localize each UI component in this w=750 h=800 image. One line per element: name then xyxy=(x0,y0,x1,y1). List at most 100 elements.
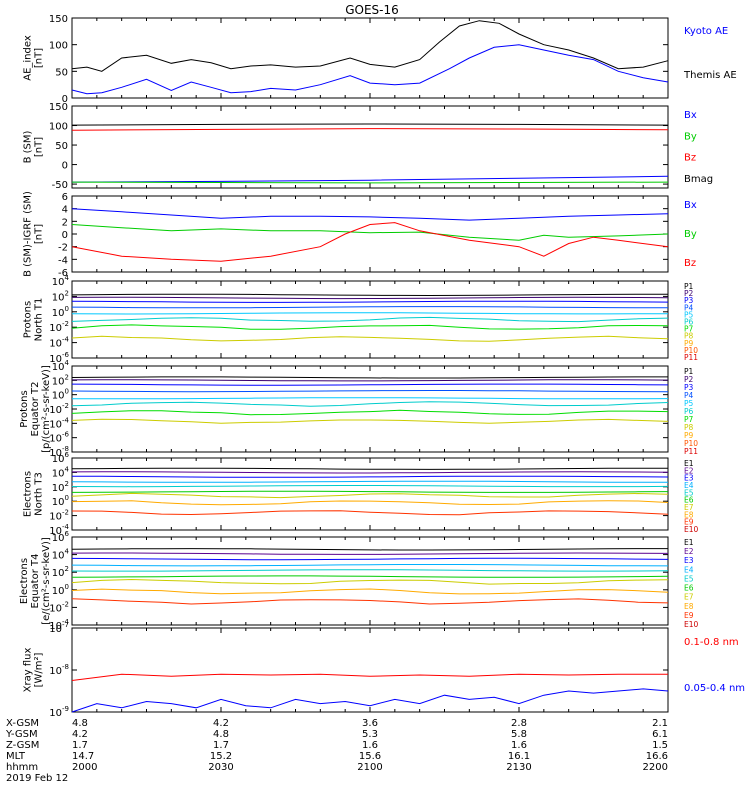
panel-2: -50 0 50 100 150 B (SM) [nT] Bx By Bz Bmag xyxy=(23,102,714,191)
flux-line-e9 xyxy=(71,598,669,605)
series-line-by xyxy=(71,181,669,184)
legend-e7: E7 xyxy=(684,503,694,512)
legend-e7: E7 xyxy=(684,593,694,602)
legend-p6: P6 xyxy=(684,407,694,416)
legend-p3: P3 xyxy=(684,296,694,305)
flux-line-e9 xyxy=(71,510,669,516)
legend-e10: E10 xyxy=(684,525,699,534)
x-tick-label: 15.2 xyxy=(210,751,232,762)
flux-line-p5 xyxy=(71,397,669,400)
flux-line-p7 xyxy=(71,324,669,330)
legend-p9: P9 xyxy=(684,339,694,348)
y-tick-label: 104 xyxy=(52,548,70,562)
legend-e5: E5 xyxy=(684,574,694,583)
legend-p4: P4 xyxy=(684,391,694,400)
date-label: 2019 Feb 12 xyxy=(6,773,68,784)
x-tick-label: 2200 xyxy=(643,762,668,773)
series-line-kyoto-ae xyxy=(71,44,669,95)
legend-p8: P8 xyxy=(684,332,694,341)
x-tick-label: 4.2 xyxy=(72,729,88,740)
y-tick-label: 10-9 xyxy=(49,705,69,719)
flux-line-p8 xyxy=(71,418,669,424)
x-tick-label: 1.6 xyxy=(511,740,527,751)
legend-p7: P7 xyxy=(684,325,694,334)
legend-p8: P8 xyxy=(684,423,694,432)
panel-frame xyxy=(71,105,669,189)
flux-line-e1 xyxy=(71,467,668,470)
y-tick-label: 10-6 xyxy=(49,431,69,445)
flux-line-p3 xyxy=(71,383,669,386)
panel-3: -6 -4-2 0 24 6 B (SM)-IGRF (SM) [nT] Bx By Bz xyxy=(23,191,697,279)
y-tick-label: -4 xyxy=(58,255,68,266)
flux-line-e1 xyxy=(71,548,668,551)
legend-e2: E2 xyxy=(684,466,694,475)
y-axis-label: Protons xyxy=(19,390,30,427)
panel-frame xyxy=(71,195,669,273)
legend-e3: E3 xyxy=(684,474,694,483)
legend-bx: Bx xyxy=(684,200,697,211)
plot-title: GOES-16 xyxy=(345,3,399,17)
x-tick-label: 3.6 xyxy=(362,718,378,729)
y-tick-label: 10-2 xyxy=(49,600,69,614)
y-tick-label: 100 xyxy=(49,41,68,52)
flux-line-e2 xyxy=(71,552,669,555)
y-tick-label: 10-7 xyxy=(49,621,69,635)
legend-e2: E2 xyxy=(684,547,694,556)
legend-0-1-0-8-nm: 0.1-0.8 nm xyxy=(684,637,739,648)
flux-line-e7 xyxy=(71,492,669,499)
legend-p5: P5 xyxy=(684,310,694,319)
x-tick-label: 2000 xyxy=(72,762,97,773)
series-line-bx xyxy=(71,208,669,221)
legend-p5: P5 xyxy=(684,399,694,408)
legend-p11: P11 xyxy=(684,447,698,456)
y-tick-label: 150 xyxy=(49,14,68,25)
y-axis-label: [e/(cm²-s-sr-keV)] xyxy=(41,537,52,625)
y-axis-label: B (SM)-IGRF (SM) xyxy=(23,191,34,277)
flux-line-p1 xyxy=(71,376,668,379)
flux-line-e5 xyxy=(71,569,669,572)
y-tick-label: 100 xyxy=(52,305,69,319)
y-tick-label: 10-4 xyxy=(49,336,69,350)
y-axis-label: [p/(cm²-s-sr-keV)] xyxy=(41,365,52,453)
legend-p1: P1 xyxy=(684,367,694,376)
series-line-bmag xyxy=(71,123,669,126)
y-axis-label: [nT] xyxy=(34,137,45,157)
legend-e4: E4 xyxy=(684,565,694,574)
flux-line-p6 xyxy=(71,401,669,407)
y-axis-label: North T3 xyxy=(34,472,45,516)
panel-8: 10-9 10-8 10-7 Xray flux [W/m²] 0.1-0.8 nm 0.0… xyxy=(23,621,746,719)
x-row-label: Y-GSM xyxy=(5,729,38,740)
legend-e1: E1 xyxy=(684,459,694,468)
legend-e6: E6 xyxy=(684,496,694,505)
flux-line-e3 xyxy=(71,557,669,561)
flux-line-p7 xyxy=(71,409,669,416)
x-tick-label: 1.7 xyxy=(72,740,88,751)
legend-bz: Bz xyxy=(684,258,696,269)
y-tick-label: 10-8 xyxy=(49,663,69,677)
flux-line-p2 xyxy=(71,296,669,300)
flux-line-p4 xyxy=(71,306,669,309)
legend-p10: P10 xyxy=(684,346,698,355)
flux-line-e6 xyxy=(71,575,669,578)
y-axis-label: [nT] xyxy=(34,48,45,68)
x-tick-label: 4.8 xyxy=(72,718,88,729)
legend-e3: E3 xyxy=(684,556,694,565)
y-tick-label: 106 xyxy=(52,451,70,465)
y-tick-label: 6 xyxy=(62,192,68,203)
y-axis-label: Protons xyxy=(23,301,34,338)
series-line-bx xyxy=(71,175,669,183)
legend-0-05-0-4-nm: 0.05-0.4 nm xyxy=(684,683,745,694)
legend-bx: Bx xyxy=(684,110,697,121)
y-tick-label: 0 xyxy=(62,161,68,172)
legend-e1: E1 xyxy=(684,538,694,547)
y-tick-label: -6 xyxy=(58,268,68,279)
legend-e6: E6 xyxy=(684,584,694,593)
y-tick-label: 102 xyxy=(52,480,69,494)
legend-p6: P6 xyxy=(684,318,694,327)
y-axis-label: Xray flux xyxy=(23,648,34,693)
x-row-label: Z-GSM xyxy=(6,740,39,751)
legend-e9: E9 xyxy=(684,518,694,527)
y-tick-label: 104 xyxy=(52,274,70,288)
